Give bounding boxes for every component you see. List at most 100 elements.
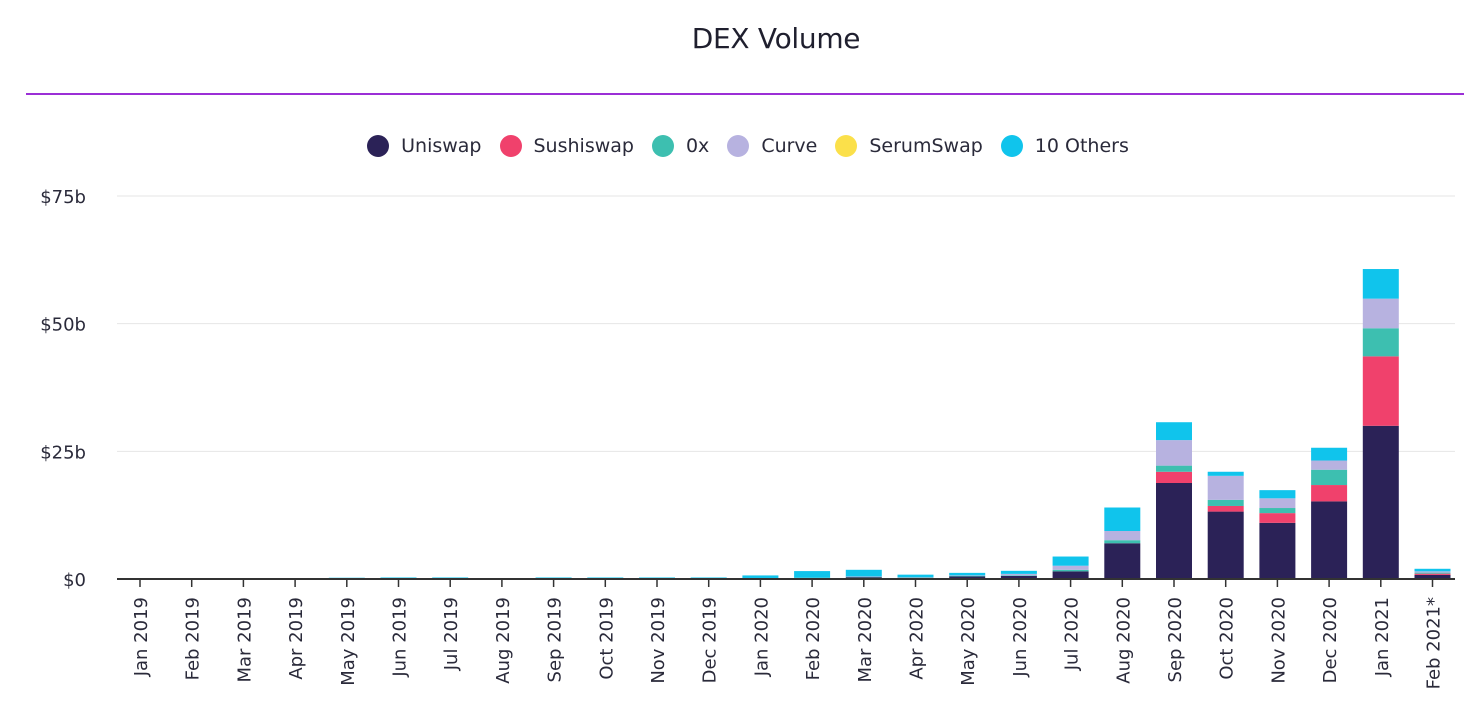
bar-segment-sushiswap (1414, 573, 1451, 575)
bar-segment-uniswap (1362, 425, 1399, 579)
legend-swatch (367, 135, 390, 157)
chart-title: DEX Volume (691, 22, 861, 55)
bar-segment-10-others (897, 574, 934, 578)
bar-segment-uniswap (1104, 543, 1141, 579)
y-tick-label: $75b (40, 187, 86, 208)
bar-segment-10-others (1414, 568, 1451, 572)
legend-item-uniswap[interactable]: Uniswap (367, 135, 482, 157)
bar-segment-0x (1207, 499, 1244, 506)
legend-label: Curve (761, 135, 818, 157)
bar-segment-0x (1414, 572, 1451, 574)
legend-swatch (1000, 135, 1023, 157)
bar-segment-uniswap (1414, 574, 1451, 579)
x-tick-label: Feb 2021* (1424, 597, 1445, 689)
legend-item-0x[interactable]: 0x (651, 135, 710, 157)
x-tick-label: Oct 2020 (1217, 597, 1238, 680)
x-tick-label: Jun 2020 (1010, 597, 1031, 678)
x-tick-label: Jul 2019 (441, 597, 462, 671)
legend-item-serumswap[interactable]: SerumSwap (835, 135, 983, 157)
bar-segment-uniswap (1311, 501, 1348, 579)
x-tick-label: Oct 2019 (596, 597, 617, 680)
bar-segment-uniswap (1156, 482, 1192, 579)
bar-segment-curve (897, 577, 934, 578)
x-tick-label: Jan 2021 (1372, 597, 1393, 677)
x-tick-label: Apr 2019 (286, 597, 307, 680)
bar-segment-10-others (1311, 447, 1348, 461)
bar-segment-0x (794, 577, 831, 579)
x-tick-label: Jun 2019 (390, 597, 411, 678)
bar-segment-10-others (1156, 422, 1192, 441)
x-tick-label: May 2019 (338, 597, 359, 686)
bar-segment-curve (1414, 571, 1451, 573)
bar-segment-10-others (742, 575, 779, 578)
x-tick-label: Jan 2019 (131, 597, 152, 677)
bar-segment-0x (1259, 508, 1296, 514)
x-tick-label: Feb 2019 (183, 597, 204, 680)
legend-swatch (651, 135, 674, 157)
bar-segment-curve (1104, 530, 1141, 541)
legend-item-10-others[interactable]: 10 Others (1000, 135, 1129, 157)
bar-segment-curve (845, 576, 882, 577)
bar-segment-10-others (690, 577, 727, 579)
bar-segment-0x (1362, 328, 1399, 357)
legend-label: SerumSwap (869, 135, 983, 157)
bar-segment-10-others (1000, 570, 1037, 574)
bar-segment-10-others (639, 577, 675, 579)
legend: Uniswap Sushiswap 0x Curve SerumSwap 10 Other… (0, 135, 1470, 157)
bar-segment-sushiswap (1207, 505, 1244, 512)
x-tick-label: Nov 2019 (648, 597, 669, 684)
bar-segment-uniswap (1052, 571, 1089, 579)
bar-segment-0x (949, 575, 986, 577)
bar-segment-curve (1156, 440, 1192, 466)
bar-segment-0x (1156, 465, 1192, 472)
x-tick-label: Dec 2020 (1320, 597, 1341, 683)
bar-segment-10-others (1207, 471, 1244, 476)
bar-segment-10-others (1362, 269, 1399, 299)
bar-segment-10-others (1052, 556, 1089, 566)
bar-segment-10-others (949, 572, 986, 576)
x-tick-label: Mar 2019 (234, 597, 255, 683)
bar-segment-curve (1311, 460, 1348, 470)
bar-segment-10-others (380, 577, 417, 579)
x-tick-label: Jul 2020 (1062, 597, 1083, 671)
bar-segment-10-others (845, 569, 882, 577)
bar-segment-0x (1052, 569, 1089, 572)
bar-segment-uniswap (1259, 522, 1296, 579)
legend-label: 10 Others (1034, 135, 1129, 157)
bar-segment-curve (1259, 498, 1296, 509)
title-divider (26, 93, 1464, 95)
x-tick-label: Mar 2020 (855, 597, 876, 683)
x-tick-label: Sep 2020 (1165, 597, 1186, 682)
legend-item-sushiswap[interactable]: Sushiswap (499, 135, 634, 157)
bar-segment-curve (1000, 573, 1037, 576)
bar-segment-uniswap (1000, 575, 1037, 579)
bar-segment-0x (897, 577, 934, 578)
bar-segment-0x (1311, 469, 1348, 486)
bar-segment-10-others (1104, 507, 1141, 531)
bar-segment-10-others (1259, 490, 1296, 499)
x-tick-label: Apr 2020 (907, 597, 928, 680)
x-tick-label: Dec 2019 (700, 597, 721, 683)
bar-segment-uniswap (1207, 511, 1244, 579)
bar-segment-10-others (432, 577, 469, 579)
x-tick-label: Aug 2019 (493, 597, 514, 684)
x-tick-label: May 2020 (958, 597, 979, 686)
bar-segment-0x (1104, 540, 1141, 544)
bar-segment-curve (949, 575, 986, 576)
bar-segment-0x (1000, 575, 1037, 576)
y-tick-label: $25b (40, 442, 86, 463)
bar-segment-10-others (794, 571, 831, 578)
bar-segment-10-others (535, 577, 572, 579)
legend-item-curve[interactable]: Curve (727, 135, 817, 157)
y-tick-label: $50b (40, 315, 86, 336)
bar-segment-curve (1362, 298, 1399, 329)
legend-label: Sushiswap (533, 135, 634, 157)
legend-swatch (835, 135, 858, 157)
legend-swatch (499, 135, 522, 157)
legend-label: 0x (685, 135, 710, 157)
bar-segment-sushiswap (1156, 471, 1192, 483)
bar-segment-sushiswap (1311, 485, 1348, 502)
x-tick-label: Feb 2020 (803, 597, 824, 680)
bar-segment-uniswap (949, 576, 986, 579)
